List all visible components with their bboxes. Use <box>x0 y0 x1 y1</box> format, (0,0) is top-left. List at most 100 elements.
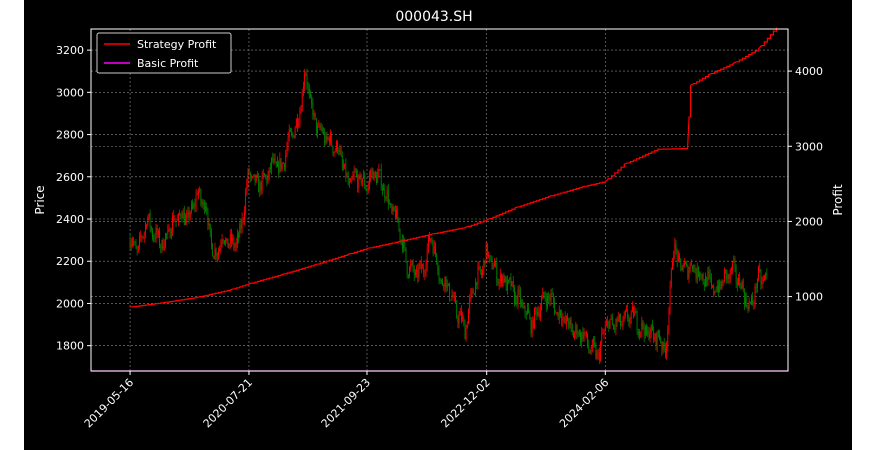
candle-body <box>528 308 530 314</box>
candle-body <box>712 285 713 287</box>
candle-body <box>327 137 329 140</box>
x-tick-label: 2020-07-21 <box>201 376 255 430</box>
candle-body <box>170 231 172 238</box>
candle-body <box>707 271 709 286</box>
candle-body <box>646 326 647 335</box>
candle-body <box>614 327 616 330</box>
candle-body <box>561 315 563 321</box>
candle-body <box>200 189 202 203</box>
candle-body <box>627 309 629 319</box>
candle-body <box>205 206 206 211</box>
candle-body <box>749 302 751 303</box>
candle-body <box>212 243 214 257</box>
candle-body <box>621 325 623 327</box>
candle-body <box>502 275 504 284</box>
candle-body <box>417 269 419 278</box>
candle-body <box>426 248 428 266</box>
candle-body <box>495 263 497 264</box>
candle-body <box>143 233 145 237</box>
candle-body <box>558 309 560 319</box>
candle-body <box>380 169 382 188</box>
candle-body <box>708 271 710 274</box>
candle-body <box>437 262 439 272</box>
candle-body <box>407 275 409 277</box>
candle-body <box>609 319 611 329</box>
candle-body <box>508 279 509 281</box>
y-axis-label-left: Price <box>33 185 47 214</box>
candle-body <box>214 248 216 259</box>
candle-body <box>706 277 708 286</box>
candle-body <box>411 261 413 265</box>
candle-body <box>491 259 493 270</box>
candle-body <box>367 184 369 192</box>
candle-body <box>285 154 287 168</box>
y-tick-label: 2400 <box>56 213 84 226</box>
candle-body <box>516 295 518 305</box>
candle-body <box>386 189 388 199</box>
candle-body <box>264 173 265 176</box>
candle-body <box>470 292 472 298</box>
candle-body <box>660 338 662 343</box>
candle-body <box>496 263 498 283</box>
candle-body <box>142 236 144 238</box>
candle-body <box>145 225 146 234</box>
candle-body <box>523 306 525 308</box>
candle-body <box>735 266 737 282</box>
y-tick-label: 2800 <box>56 129 84 142</box>
candle-body <box>727 274 729 279</box>
candle-body <box>524 306 526 314</box>
candle-body <box>443 284 445 287</box>
candle-body <box>244 211 245 220</box>
candle-body <box>457 317 459 324</box>
candle-body <box>299 112 301 123</box>
candle-body <box>731 269 732 271</box>
candle-body <box>748 302 750 310</box>
candle-body <box>179 213 180 215</box>
candle-body <box>249 173 251 177</box>
candle-body <box>181 215 183 219</box>
candle-body <box>175 220 177 222</box>
candle-body <box>762 279 764 282</box>
candle-body <box>594 341 596 346</box>
candle-body <box>715 291 717 293</box>
candle-body <box>682 267 684 271</box>
candle-body <box>563 317 565 319</box>
candle-body <box>740 285 742 289</box>
candle-body <box>427 236 429 249</box>
candle-body <box>615 319 617 330</box>
candle-body <box>595 345 597 359</box>
candle-body <box>747 306 749 310</box>
candle-body <box>308 88 310 95</box>
candle-body <box>619 314 620 318</box>
candle-body <box>648 330 650 340</box>
candle-body <box>668 308 670 330</box>
candle-body <box>201 202 203 205</box>
candle-body <box>440 280 442 282</box>
candle-body <box>405 247 407 262</box>
candle-body <box>390 203 392 206</box>
candle-body <box>394 210 396 218</box>
candle-body <box>602 333 604 335</box>
candle-body <box>475 282 476 295</box>
candle-body <box>721 282 723 289</box>
candle-body <box>536 308 538 315</box>
candle-body <box>331 133 333 146</box>
candle-body <box>764 275 765 280</box>
candle-body <box>354 171 356 173</box>
candle-body <box>129 240 131 248</box>
candle-body <box>741 281 743 289</box>
candle-body <box>157 231 159 234</box>
candle-body <box>141 236 143 238</box>
candle-body <box>343 165 344 169</box>
candle-body <box>221 239 223 245</box>
candle-body <box>187 211 189 216</box>
candle-body <box>670 269 672 286</box>
candle-body <box>436 253 438 263</box>
candle-body <box>288 128 290 138</box>
candle-body <box>185 218 186 225</box>
candle-body <box>384 188 386 199</box>
candle-body <box>339 149 341 152</box>
candle-body <box>692 265 693 269</box>
candle-body <box>268 167 270 176</box>
candle-body <box>459 311 461 316</box>
